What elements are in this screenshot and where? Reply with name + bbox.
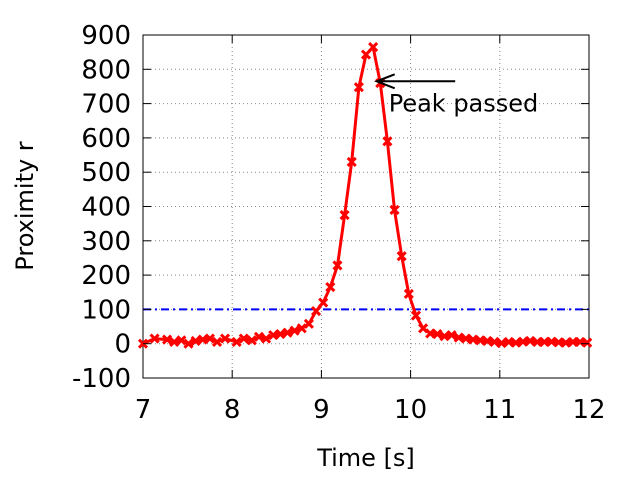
data-point	[346, 156, 357, 167]
data-point	[211, 336, 223, 348]
y-tick-label: 800	[81, 55, 131, 85]
x-tick-label: 9	[313, 395, 330, 425]
data-point	[238, 333, 249, 344]
data-point	[325, 282, 336, 293]
x-axis-label: Time [s]	[316, 444, 415, 472]
annotation-arrow-head	[373, 73, 396, 90]
data-point	[439, 331, 450, 342]
data-point	[253, 331, 265, 342]
data-point	[162, 334, 173, 345]
y-tick-label: 200	[81, 261, 131, 291]
x-tick-label: 8	[224, 395, 241, 425]
y-tick-label: 0	[114, 330, 131, 360]
data-point	[410, 310, 422, 321]
data-point	[389, 204, 400, 215]
x-tick-label: 11	[483, 395, 516, 425]
data-point	[496, 337, 507, 349]
data-point	[489, 336, 500, 348]
data-point	[339, 210, 350, 221]
data-point	[432, 329, 443, 340]
data-point	[268, 330, 279, 341]
tick-labels: 7 8 9 10 11 12 -100 0 100 200 300 400 500 600 700 800 90…	[72, 21, 606, 425]
data-point	[282, 327, 293, 338]
data-point	[303, 318, 314, 329]
data-point	[396, 251, 407, 262]
x-tick-label: 12	[572, 395, 605, 425]
data-point	[149, 333, 160, 344]
y-tick-label: 500	[81, 158, 131, 188]
data-point	[275, 329, 286, 340]
grid	[143, 35, 589, 378]
data-point	[453, 332, 464, 343]
series-layer	[137, 41, 593, 349]
data-point	[382, 136, 393, 147]
data-point	[296, 323, 307, 334]
annotations: Peak passed	[373, 73, 539, 117]
data-point	[446, 330, 457, 341]
data-point	[353, 82, 364, 93]
data-point	[289, 325, 300, 336]
y-axis-label: Proximity r	[11, 141, 39, 270]
data-point	[261, 333, 272, 344]
data-point	[183, 338, 194, 349]
data-point	[332, 260, 343, 271]
y-tick-label: 700	[81, 90, 131, 120]
data-point	[318, 297, 329, 308]
annotation-text: Peak passed	[389, 89, 539, 117]
data-point	[525, 335, 536, 347]
data-point	[460, 333, 471, 344]
data-point	[204, 333, 215, 344]
y-tick-label: 400	[81, 193, 131, 223]
y-tick-label: 100	[81, 295, 131, 325]
data-point	[220, 333, 231, 344]
plot-frame	[142, 34, 590, 379]
data-point	[231, 336, 242, 348]
data-point	[197, 334, 208, 345]
y-tick-label: -100	[72, 364, 131, 394]
x-tick-label: 10	[394, 395, 427, 425]
data-point	[368, 41, 379, 53]
data-point	[403, 288, 414, 300]
data-point	[582, 337, 593, 348]
data-point	[510, 337, 521, 348]
data-point	[176, 335, 187, 346]
y-tick-label: 900	[81, 21, 131, 51]
data-point	[246, 335, 257, 346]
data-point	[482, 335, 493, 347]
x-tick-label: 7	[135, 395, 152, 425]
y-tick-label: 300	[81, 227, 131, 257]
data-point	[169, 336, 180, 348]
data-point	[310, 306, 322, 317]
data-point	[190, 335, 201, 347]
data-point	[360, 49, 372, 60]
y-tick-label: 600	[81, 124, 131, 154]
